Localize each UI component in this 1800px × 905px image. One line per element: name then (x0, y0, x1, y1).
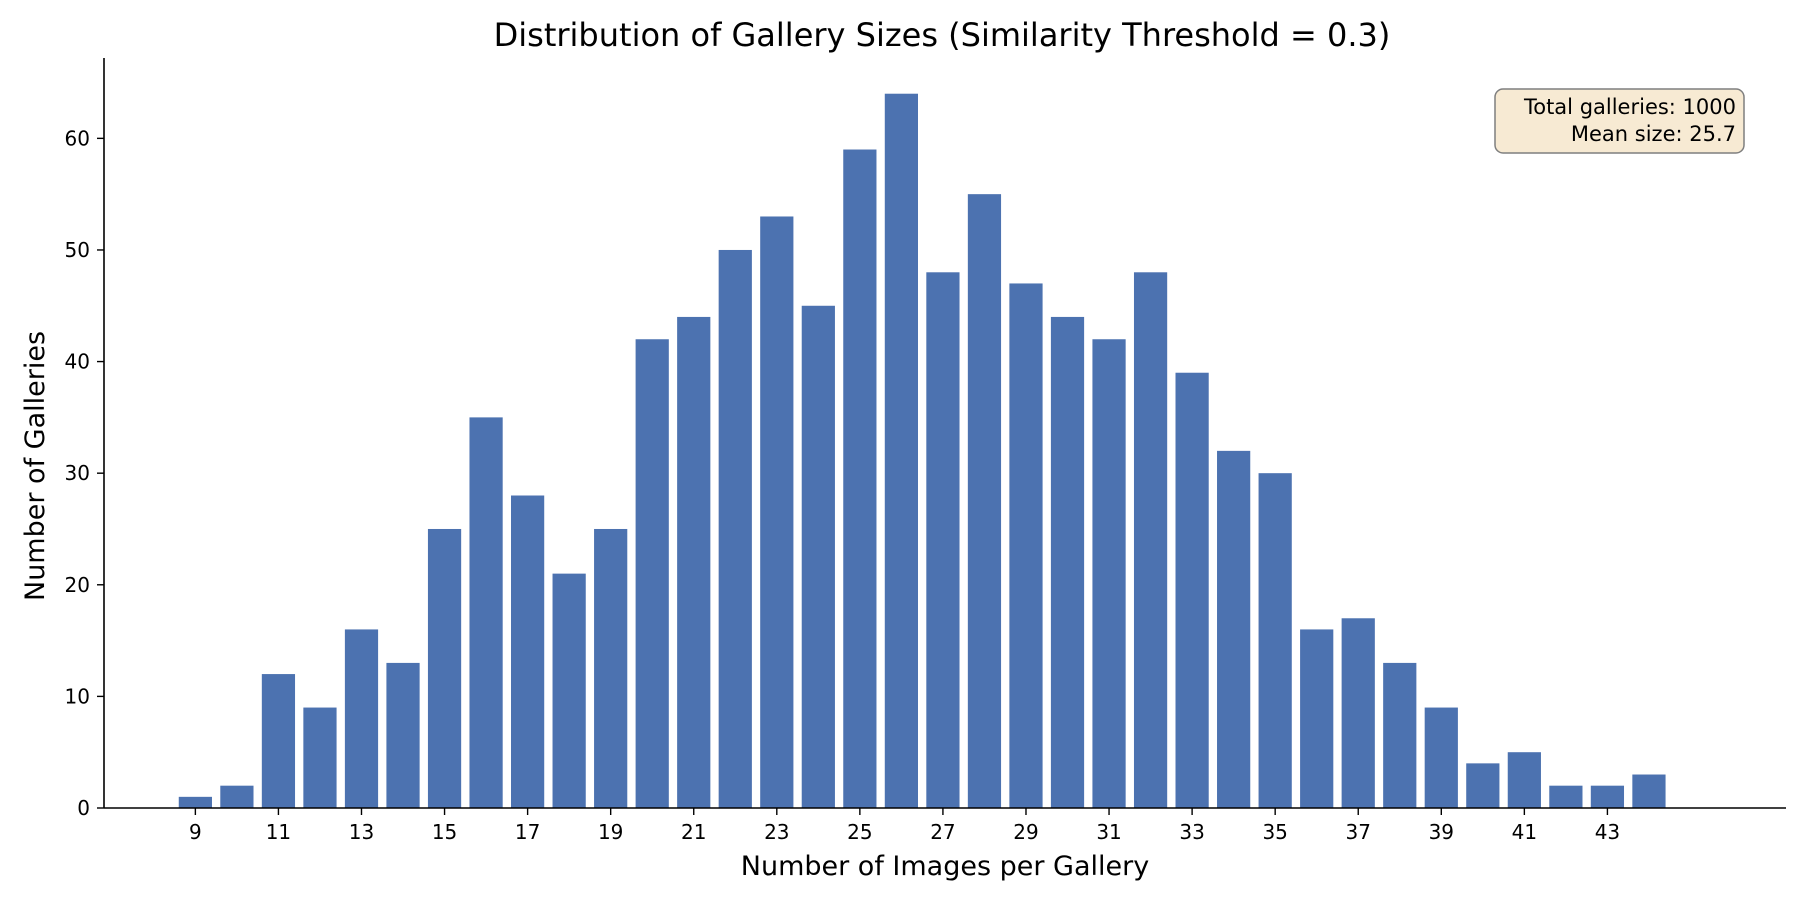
summary-info-box: Total galleries: 1000 Mean size: 25.7 (1494, 88, 1745, 154)
bar-size-17 (511, 495, 545, 808)
bar-size-12 (303, 707, 337, 808)
bars-group (178, 93, 1666, 809)
bar-size-27 (926, 272, 960, 808)
y-tick-label: 10 (65, 684, 90, 708)
x-tick-label: 31 (1096, 820, 1121, 844)
x-tick-label: 43 (1595, 820, 1620, 844)
info-box-background (1494, 88, 1745, 154)
total-galleries-text: Total galleries: 1000 (1523, 95, 1736, 119)
bar-size-30 (1050, 316, 1085, 808)
y-tick-label: 20 (65, 573, 90, 597)
bar-size-23 (760, 216, 794, 809)
bar-size-16 (469, 417, 503, 808)
mean-size-text: Mean size: 25.7 (1571, 122, 1736, 146)
bar-size-26 (884, 93, 918, 808)
bar-size-15 (427, 528, 462, 808)
x-tick-label: 15 (432, 820, 457, 844)
x-tick-label: 35 (1262, 820, 1287, 844)
x-tick-label: 25 (847, 820, 872, 844)
x-tick-label: 23 (764, 820, 789, 844)
x-tick-label: 29 (1013, 820, 1038, 844)
x-tick-label: 17 (515, 820, 540, 844)
bar-size-37 (1341, 618, 1375, 808)
bar-size-35 (1258, 473, 1292, 808)
x-tick-label: 39 (1429, 820, 1454, 844)
x-axis-label: Number of Images per Gallery (741, 851, 1149, 882)
bar-size-44 (1632, 774, 1666, 808)
x-tick-label: 27 (930, 820, 955, 844)
bar-size-21 (677, 316, 711, 808)
bar-size-14 (386, 662, 420, 808)
y-tick-label: 30 (65, 461, 90, 485)
bar-size-43 (1590, 785, 1625, 808)
y-axis-ticks: 0 10 20 30 40 50 60 (65, 126, 104, 820)
x-tick-label: 41 (1512, 820, 1537, 844)
x-tick-label: 13 (349, 820, 374, 844)
bar-size-32 (1133, 272, 1168, 808)
x-axis-ticks: 9 11 13 15 17 19 21 23 25 27 29 31 33 35 37 39 41 43 (189, 808, 1620, 844)
bar-size-9 (178, 796, 212, 808)
bar-size-22 (718, 249, 752, 808)
x-tick-label: 19 (598, 820, 623, 844)
x-tick-label: 37 (1346, 820, 1371, 844)
bar-size-29 (1009, 283, 1043, 808)
bar-size-24 (801, 305, 835, 808)
y-tick-label: 60 (65, 126, 90, 150)
bar-size-25 (843, 149, 877, 808)
bar-size-11 (261, 674, 296, 808)
chart-title: Distribution of Gallery Sizes (Similarit… (494, 16, 1391, 54)
y-tick-label: 40 (65, 350, 90, 374)
bar-size-13 (344, 629, 379, 808)
bar-size-40 (1466, 763, 1500, 808)
axes-group (103, 58, 1786, 809)
bar-size-33 (1175, 372, 1209, 808)
x-tick-label: 9 (189, 820, 202, 844)
y-axis-label: Number of Galleries (20, 331, 51, 601)
bar-size-10 (220, 785, 254, 808)
bar-size-19 (594, 528, 628, 808)
bar-size-36 (1300, 629, 1334, 808)
bar-size-42 (1549, 785, 1583, 808)
x-tick-label: 21 (681, 820, 706, 844)
y-tick-label: 0 (77, 796, 90, 820)
bar-size-18 (552, 573, 586, 809)
bar-size-39 (1424, 707, 1458, 808)
bar-size-28 (967, 194, 1002, 808)
bar-size-41 (1507, 752, 1541, 808)
bar-size-34 (1217, 450, 1251, 808)
x-tick-label: 11 (266, 820, 291, 844)
y-tick-label: 50 (65, 238, 90, 262)
bar-size-31 (1092, 339, 1126, 808)
x-tick-label: 33 (1179, 820, 1204, 844)
bar-size-20 (635, 339, 669, 808)
bar-size-38 (1383, 662, 1417, 808)
